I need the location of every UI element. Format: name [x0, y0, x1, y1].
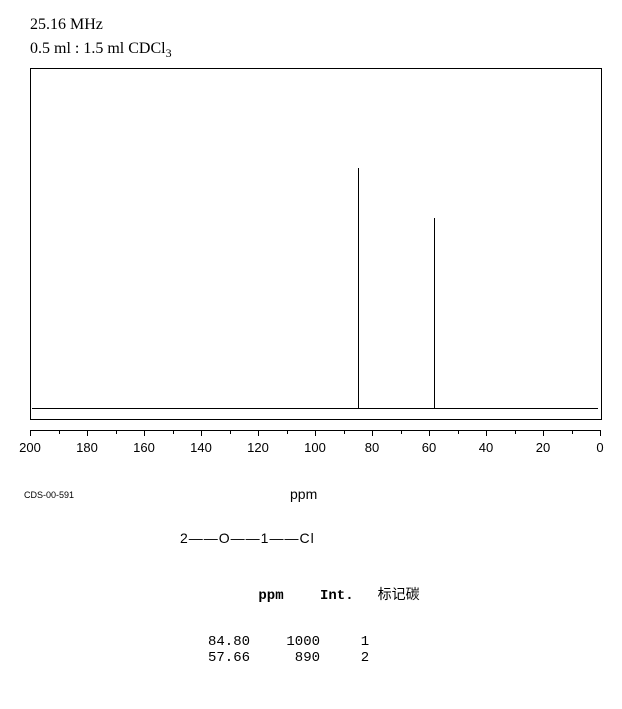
- tick-label: 20: [536, 440, 550, 455]
- tick-label: 160: [133, 440, 155, 455]
- cell-int: 1000: [250, 634, 320, 650]
- tick-label: 120: [247, 440, 269, 455]
- tick-label: 80: [365, 440, 379, 455]
- tick-minor: [287, 430, 288, 434]
- tick-major: [429, 430, 430, 436]
- source-code: CDS-00-591: [24, 490, 74, 500]
- peak-table: ppmInt.标记碳 84.801000157.66 8902: [180, 568, 444, 666]
- x-axis-label: ppm: [290, 486, 317, 502]
- tick-minor: [401, 430, 402, 434]
- tick-major: [543, 430, 544, 436]
- tick-label: 0: [596, 440, 603, 455]
- tick-major: [144, 430, 145, 436]
- tick-minor: [572, 430, 573, 434]
- cell-ppm: 57.66: [180, 650, 250, 666]
- plot-border: [30, 68, 602, 420]
- table-header-row: ppmInt.标记碳: [180, 568, 444, 620]
- tick-minor: [116, 430, 117, 434]
- tick-major: [486, 430, 487, 436]
- header-solvent: 0.5 ml : 1.5 ml CDCl3: [30, 40, 172, 61]
- peak-1: [358, 168, 360, 408]
- header-frequency: 25.16 MHz: [30, 16, 103, 34]
- table-row: 84.8010001: [180, 634, 444, 650]
- tick-minor: [173, 430, 174, 434]
- peak-2: [434, 218, 436, 408]
- table-header-assign: 标记碳: [354, 584, 444, 604]
- header-solvent-sub: 3: [166, 46, 172, 60]
- tick-label: 60: [422, 440, 436, 455]
- tick-minor: [515, 430, 516, 434]
- tick-minor: [59, 430, 60, 434]
- tick-label: 180: [76, 440, 98, 455]
- tick-major: [315, 430, 316, 436]
- cell-ppm: 84.80: [180, 634, 250, 650]
- tick-label: 200: [19, 440, 41, 455]
- cell-int: 890: [250, 650, 320, 666]
- nmr-chart: 200180160140120100806040200: [20, 68, 600, 458]
- tick-major: [600, 430, 601, 436]
- tick-label: 40: [479, 440, 493, 455]
- tick-label: 100: [304, 440, 326, 455]
- tick-minor: [344, 430, 345, 434]
- tick-major: [30, 430, 31, 436]
- tick-major: [372, 430, 373, 436]
- tick-minor: [458, 430, 459, 434]
- tick-major: [87, 430, 88, 436]
- header-solvent-prefix: 0.5 ml : 1.5 ml CDCl: [30, 40, 166, 57]
- cell-assign: 2: [320, 650, 410, 666]
- cell-assign: 1: [320, 634, 410, 650]
- tick-minor: [230, 430, 231, 434]
- tick-major: [258, 430, 259, 436]
- table-header-ppm: ppm: [214, 588, 284, 604]
- tick-major: [201, 430, 202, 436]
- molecular-structure: 2——O——1——Cl: [180, 530, 315, 546]
- tick-label: 140: [190, 440, 212, 455]
- table-header-int: Int.: [284, 588, 354, 604]
- spectrum-baseline: [32, 408, 598, 409]
- table-row: 57.66 8902: [180, 650, 444, 666]
